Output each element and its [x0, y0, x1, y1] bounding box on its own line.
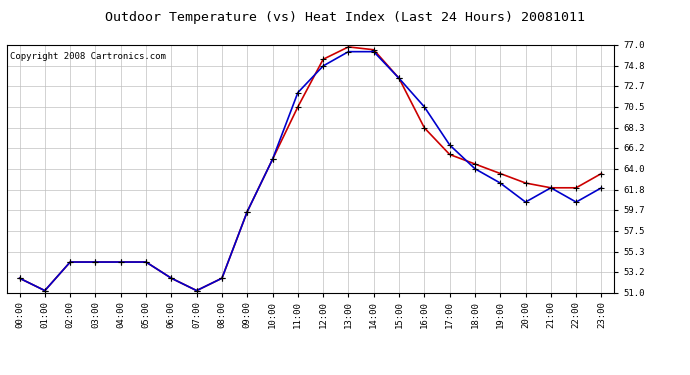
- Text: Outdoor Temperature (vs) Heat Index (Last 24 Hours) 20081011: Outdoor Temperature (vs) Heat Index (Las…: [105, 11, 585, 24]
- Text: Copyright 2008 Cartronics.com: Copyright 2008 Cartronics.com: [10, 53, 166, 62]
